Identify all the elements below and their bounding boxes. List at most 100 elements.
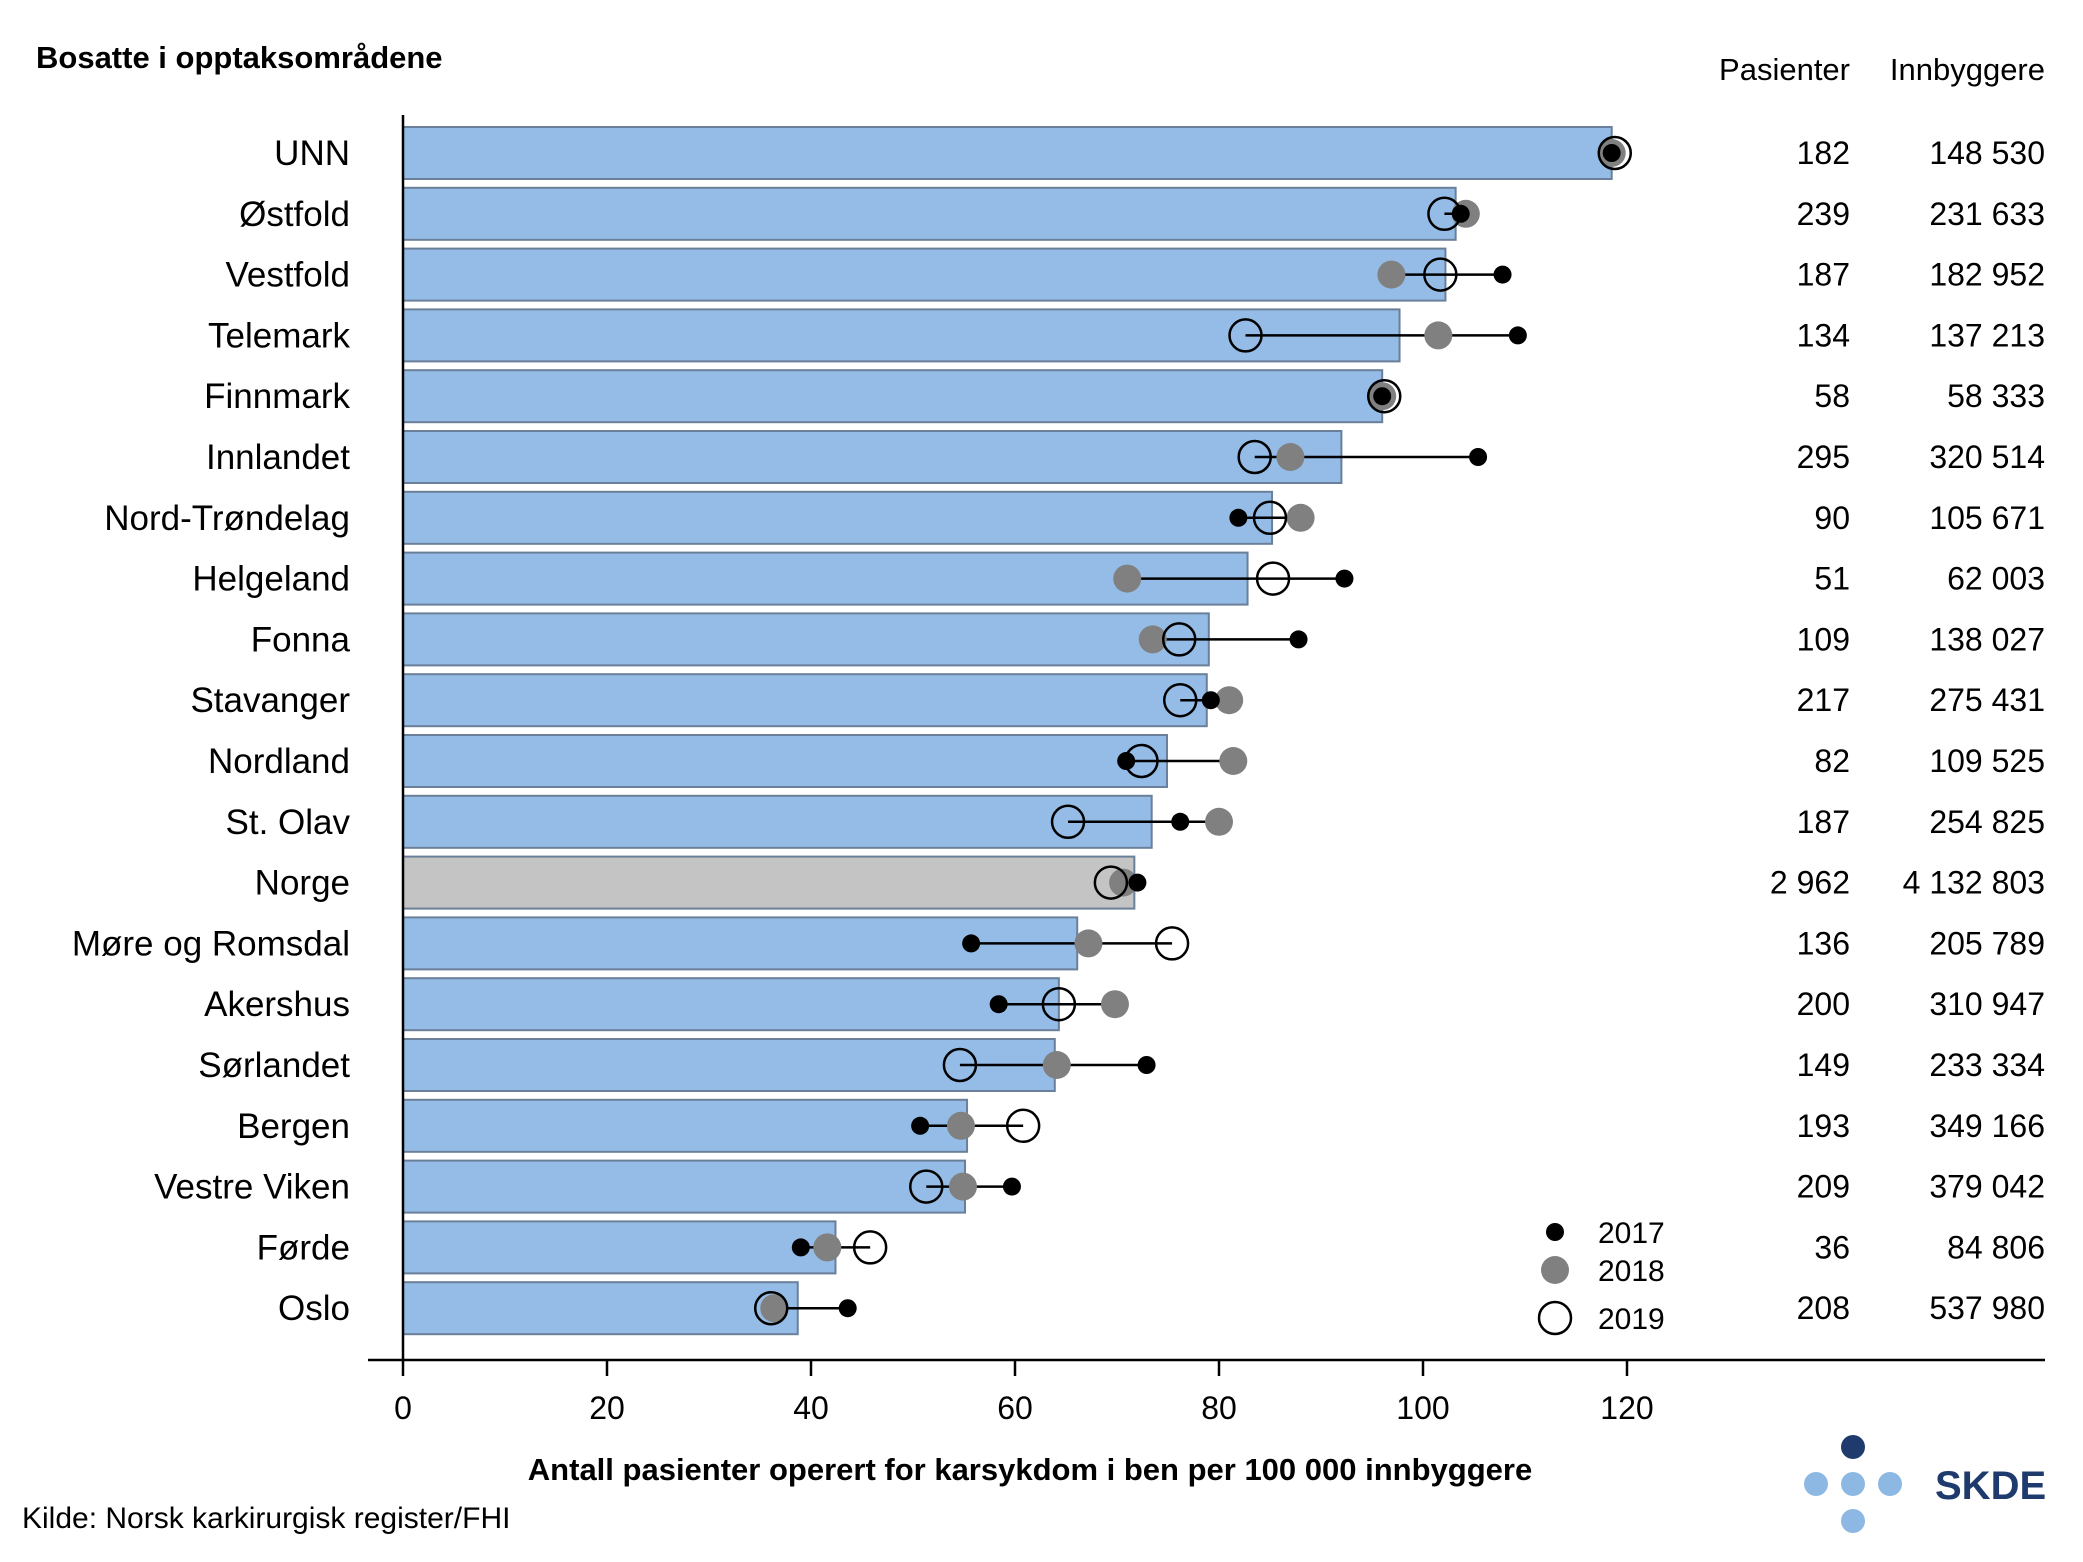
innbyggere-value: 148 530	[1929, 135, 2045, 171]
pasienter-value: 36	[1814, 1229, 1850, 1265]
innbyggere-value: 105 671	[1929, 500, 2045, 536]
category-label: Stavanger	[190, 681, 350, 720]
logo-dot-bottom	[1841, 1509, 1865, 1533]
marker-2017	[989, 995, 1008, 1014]
marker-2019	[1366, 378, 1402, 414]
category-label: Førde	[257, 1228, 350, 1267]
marker-2017	[1229, 508, 1248, 527]
category-label: Vestre Viken	[154, 1168, 350, 1207]
bar	[402, 977, 1060, 1032]
marker-2019	[1255, 561, 1291, 596]
x-axis-label: Antall pasienter operert for karsykdom i…	[528, 1452, 1532, 1487]
legend-marker-2018	[1541, 1256, 1569, 1284]
marker-2019	[909, 1169, 944, 1204]
pasienter-value: 187	[1797, 804, 1850, 840]
category-label: Norge	[255, 864, 350, 903]
bar	[402, 1098, 969, 1153]
marker-2017	[1002, 1177, 1021, 1196]
pasienter-value: 200	[1797, 986, 1850, 1022]
marker-2018	[948, 1172, 977, 1201]
pasienter-value: 208	[1797, 1290, 1850, 1326]
legend-marker-2017	[1546, 1223, 1564, 1241]
bar	[402, 247, 1447, 302]
innbyggere-value: 137 213	[1929, 317, 2045, 353]
pasienter-value: 217	[1797, 682, 1850, 718]
marker-2019	[753, 1290, 789, 1326]
number-columns: 182 148 530 239 231 633 187 182 952 134 137 213…	[1770, 135, 2045, 1326]
legend-marker-2019	[1537, 1300, 1573, 1336]
marker-2019	[1162, 682, 1198, 718]
category-label: Nord-Trøndelag	[104, 499, 350, 538]
bar	[402, 308, 1401, 363]
innbyggere-value: 231 633	[1929, 196, 2045, 232]
source-note: Kilde: Norsk karkirurgisk register/FHI	[22, 1502, 510, 1535]
marker-2018	[1042, 1051, 1071, 1079]
pasienter-value: 136	[1797, 925, 1850, 961]
marker-2017	[791, 1238, 810, 1257]
category-label: Nordland	[208, 742, 350, 781]
pasienter-value: 187	[1797, 257, 1850, 293]
innbyggere-value: 537 980	[1929, 1290, 2045, 1326]
marker-2019	[1161, 622, 1197, 657]
marker-2018	[1424, 321, 1453, 350]
marker-2017	[1201, 691, 1220, 710]
bar	[402, 673, 1208, 728]
marker-2018	[813, 1233, 842, 1262]
category-label: Møre og Romsdal	[72, 924, 350, 963]
bar	[402, 430, 1343, 484]
pasienter-value: 82	[1814, 743, 1850, 779]
x-axis-ticks: 0 20 40 60 80 100 120	[394, 1360, 1654, 1426]
x-tick-label: 40	[793, 1390, 829, 1426]
marker-2017	[1171, 812, 1190, 831]
category-label: Vestfold	[225, 256, 350, 295]
marker-2017	[1137, 1056, 1156, 1074]
x-tick-label: 0	[394, 1390, 412, 1426]
innbyggere-value: 320 514	[1929, 439, 2045, 475]
marker-2019	[1093, 865, 1129, 900]
bar	[402, 186, 1457, 241]
marker-2017	[1128, 873, 1147, 892]
logo-dot-left	[1804, 1472, 1828, 1496]
innbyggere-value: 275 431	[1929, 682, 2045, 718]
chart-title: Bosatte i opptaksområdene	[36, 40, 443, 75]
marker-2018	[1276, 443, 1305, 471]
column-header-innbyggere: Innbyggere	[1890, 52, 2045, 87]
legend-label-2017: 2017	[1598, 1217, 1665, 1250]
marker-2018	[1377, 260, 1406, 289]
category-label: Østfold	[239, 195, 350, 234]
innbyggere-value: 310 947	[1929, 986, 2045, 1022]
x-tick-label: 100	[1396, 1390, 1449, 1426]
marker-2018	[1109, 868, 1138, 897]
category-label: Finnmark	[204, 377, 350, 416]
pasienter-value: 51	[1814, 561, 1850, 597]
bar	[402, 855, 1136, 910]
marker-2019	[852, 1230, 888, 1265]
innbyggere-value: 4 132 803	[1903, 865, 2045, 901]
bars-group	[402, 126, 1613, 1336]
logo-dot-top	[1841, 1435, 1865, 1459]
marker-2018	[1219, 747, 1248, 775]
bar	[402, 794, 1153, 849]
marker-2017	[1508, 326, 1527, 345]
bar	[402, 490, 1274, 545]
marker-2017	[1373, 387, 1392, 406]
x-tick-label: 80	[1201, 1390, 1237, 1426]
pasienter-value: 58	[1814, 378, 1850, 414]
marker-2017	[838, 1299, 857, 1318]
marker-2017	[1469, 448, 1488, 466]
bar	[402, 369, 1384, 424]
marker-2017	[962, 934, 981, 953]
bar	[402, 1159, 967, 1214]
legend: 2017 2018 2019	[1537, 1217, 1665, 1336]
marker-2018	[760, 1294, 789, 1323]
logo-dot-center	[1841, 1472, 1865, 1496]
innbyggere-value: 58 333	[1947, 378, 2045, 414]
pasienter-value: 239	[1797, 196, 1850, 232]
category-label: Oslo	[278, 1289, 350, 1328]
innbyggere-value: 233 334	[1929, 1047, 2045, 1083]
innbyggere-value: 254 825	[1929, 804, 2045, 840]
pasienter-value: 193	[1797, 1108, 1850, 1144]
innbyggere-value: 379 042	[1929, 1169, 2045, 1205]
category-label: UNN	[274, 134, 350, 173]
